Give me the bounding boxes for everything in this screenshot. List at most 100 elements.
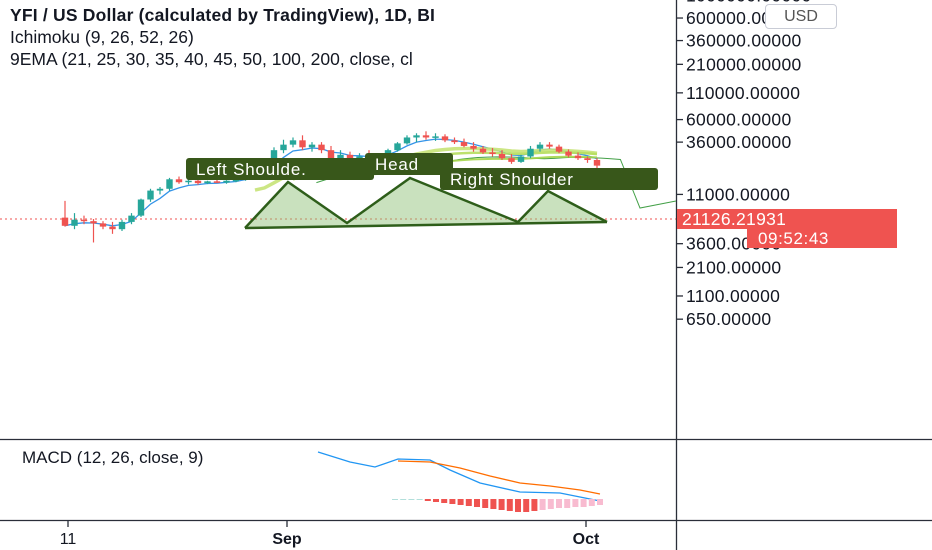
macd-histogram-bar — [539, 499, 546, 510]
candle[interactable] — [432, 133, 439, 141]
candle[interactable] — [147, 188, 154, 202]
macd-histogram-bar — [564, 499, 571, 508]
candle[interactable] — [508, 154, 515, 164]
price-tick-8: 11000.00000 — [686, 184, 790, 204]
last-price-badge: 21126.21931 09:52:43 — [677, 209, 897, 248]
annotation-left-shoulder[interactable]: Left Shoulde. — [186, 158, 374, 180]
ema-indicator-label[interactable]: 9EMA (21, 25, 30, 35, 40, 45, 50, 100, 2… — [10, 49, 413, 69]
macd-histogram-bar — [441, 499, 448, 503]
candle[interactable] — [394, 142, 401, 152]
macd-histogram-bar — [506, 499, 513, 511]
time-tick-1: Sep — [272, 531, 302, 548]
price-tick-3: 210000.00000 — [686, 54, 802, 74]
annotation-right-shoulder-text: Right Shoulder — [450, 170, 574, 189]
macd-histogram-bar — [556, 499, 562, 508]
macd-histogram-bar — [465, 499, 472, 506]
candle[interactable] — [498, 150, 506, 161]
macd-histogram-bar — [424, 499, 431, 501]
candle[interactable] — [441, 134, 449, 143]
time-tick-2: Oct — [573, 531, 600, 548]
macd-histogram-bar — [482, 499, 489, 508]
candle[interactable] — [451, 137, 458, 144]
candle[interactable] — [280, 139, 287, 154]
candle[interactable] — [223, 180, 230, 184]
macd-histogram-bar — [449, 499, 456, 504]
macd-histogram-bar — [523, 499, 530, 512]
price-tick-13: 650.00000 — [686, 309, 771, 329]
price-tick-2: 360000.00000 — [686, 31, 802, 51]
macd-indicator-label[interactable]: MACD (12, 26, close, 9) — [22, 448, 204, 467]
candle[interactable] — [422, 131, 430, 140]
candle[interactable] — [166, 177, 173, 191]
candle[interactable] — [156, 187, 164, 195]
last-price-value: 21126.21931 — [682, 209, 786, 229]
candle[interactable] — [80, 215, 88, 225]
candle[interactable] — [536, 142, 544, 152]
neckline — [244, 220, 608, 230]
chart-legend: YFI / US Dollar (calculated by TradingVi… — [10, 4, 675, 70]
candle[interactable] — [460, 138, 468, 148]
pattern-outline — [244, 176, 608, 229]
macd-histogram-bar — [408, 499, 415, 500]
candle[interactable] — [574, 152, 582, 161]
macd-histogram-bar — [416, 499, 423, 500]
candle[interactable] — [584, 156, 591, 163]
macd-histogram-bar — [572, 499, 579, 507]
candle[interactable] — [413, 133, 420, 143]
annotation-head-text: Head — [375, 155, 419, 174]
macd-histogram-bar — [515, 499, 521, 512]
candle[interactable] — [517, 154, 525, 163]
candle[interactable] — [299, 135, 306, 151]
annotation-head[interactable]: Head — [365, 153, 453, 175]
macd-pane[interactable] — [317, 451, 603, 512]
candle[interactable] — [71, 213, 78, 230]
currency-button[interactable]: USD — [765, 4, 837, 29]
price-tick-4: 110000.00000 — [686, 83, 800, 103]
price-tick-6: 36000.00000 — [686, 132, 792, 152]
candle[interactable] — [99, 221, 107, 230]
macd-histogram-bar — [392, 499, 398, 500]
candle[interactable] — [489, 148, 496, 157]
candle[interactable] — [128, 213, 135, 225]
time-scale[interactable]: 11 Sep Oct — [60, 520, 600, 548]
macd-histogram-bar — [531, 499, 538, 511]
candle[interactable] — [137, 198, 145, 217]
candle[interactable] — [546, 142, 553, 149]
macd-histogram-bar — [547, 499, 554, 509]
candle[interactable] — [479, 145, 487, 155]
candle[interactable] — [555, 144, 563, 154]
macd-histogram-bar — [597, 499, 603, 505]
annotation-right-shoulder[interactable]: Right Shoulder — [440, 168, 658, 190]
candle[interactable] — [403, 135, 411, 145]
symbol-title[interactable]: YFI / US Dollar (calculated by TradingVi… — [10, 5, 436, 25]
candle[interactable] — [118, 219, 126, 231]
price-tick-11: 2100.00000 — [686, 257, 781, 277]
price-tick-12: 1100.00000 — [686, 286, 780, 306]
price-tick-5: 60000.00000 — [686, 110, 792, 130]
candle[interactable] — [204, 180, 211, 185]
candle[interactable] — [289, 137, 297, 148]
macd-histogram-bar — [588, 499, 595, 506]
candle[interactable] — [565, 149, 572, 158]
price-tick-0: 1000000.00000 — [686, 0, 812, 6]
macd-histogram-bar — [457, 499, 464, 505]
candle[interactable] — [61, 200, 69, 227]
head-and-shoulders-pattern[interactable]: Left Shoulde. Head Right Shoulder — [186, 153, 658, 230]
time-tick-0: 11 — [60, 531, 77, 548]
candle[interactable] — [318, 142, 325, 154]
price-scale[interactable]: 1000000.00000600000.00000360000.00000210… — [676, 0, 812, 329]
macd-histogram-bar — [490, 499, 497, 509]
macd-histogram-bar — [580, 499, 587, 507]
candle[interactable] — [213, 179, 221, 184]
candle[interactable] — [109, 221, 116, 234]
macd-histogram-bar — [433, 499, 439, 502]
candle[interactable] — [470, 142, 477, 152]
candle[interactable] — [90, 218, 97, 243]
candle[interactable] — [308, 142, 316, 152]
signal-line — [397, 460, 601, 495]
candle[interactable] — [175, 176, 183, 184]
ichimoku-indicator-label[interactable]: Ichimoku (9, 26, 52, 26) — [10, 27, 194, 47]
macd-histogram-bar — [498, 499, 505, 510]
candle[interactable] — [527, 145, 534, 159]
